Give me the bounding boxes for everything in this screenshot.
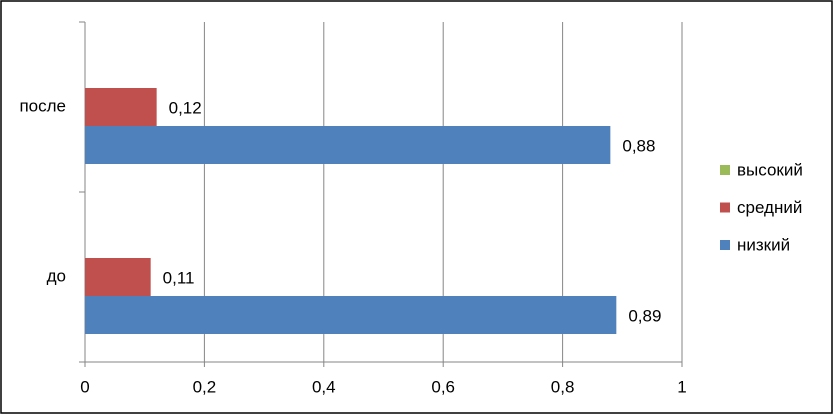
bar: [85, 88, 157, 126]
bar: [85, 126, 611, 164]
x-tick-label: 0,6: [431, 377, 455, 396]
data-label: 0,88: [622, 136, 655, 155]
y-tick-label: после: [19, 96, 66, 115]
bar: [85, 258, 151, 296]
data-label: 0,12: [169, 98, 202, 117]
x-tick-label: 1: [677, 377, 686, 396]
legend-swatch: [720, 202, 730, 213]
bar: [85, 296, 617, 334]
data-label: 0,11: [163, 268, 195, 287]
legend-swatch: [720, 165, 730, 175]
legend-swatch: [720, 240, 730, 250]
x-tick-label: 0,4: [312, 377, 336, 396]
x-tick-label: 0: [80, 377, 89, 396]
x-tick-label: 0,8: [551, 377, 575, 396]
legend-label: средний: [737, 198, 802, 217]
legend-label: низкий: [737, 235, 790, 254]
legend-label: высокий: [737, 160, 803, 179]
x-tick-label: 0,2: [193, 377, 217, 396]
data-label: 0,89: [628, 306, 661, 325]
y-tick-label: до: [47, 266, 66, 285]
